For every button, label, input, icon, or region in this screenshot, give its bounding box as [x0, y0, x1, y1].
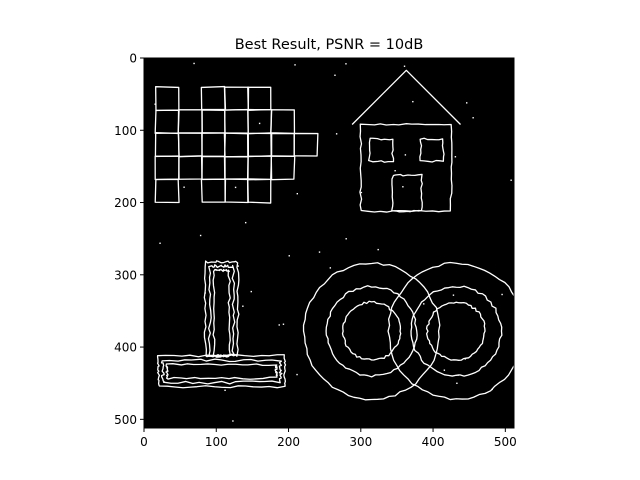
- t-shape-stem-edge: [203, 260, 240, 358]
- ring-edge: [302, 262, 441, 401]
- noise-speck: [466, 102, 468, 104]
- noise-speck: [232, 420, 234, 422]
- ring-edge: [341, 300, 402, 361]
- noise-speck: [464, 358, 466, 360]
- y-tick-label: 500: [114, 413, 137, 427]
- y-tick-label: 100: [114, 124, 137, 138]
- noise-speck: [491, 388, 493, 391]
- noise-speck: [282, 323, 285, 325]
- x-axis: 0 100 200 300 400 500: [140, 428, 517, 449]
- noise-speck: [452, 294, 455, 296]
- noise-speck: [237, 265, 239, 267]
- grid-cell-edge: [293, 132, 319, 157]
- noise-speck: [501, 293, 503, 296]
- grid-cell-edge: [270, 155, 296, 181]
- ring-edge: [425, 301, 486, 361]
- noise-speck: [215, 265, 218, 268]
- t-shape-stem-edge: [212, 268, 232, 358]
- x-tick-label: 100: [205, 435, 228, 449]
- noise-speck: [412, 100, 414, 103]
- grid-cell-edge: [154, 178, 180, 204]
- t-shape-stem-edge: [207, 264, 236, 358]
- noise-speck: [296, 192, 298, 195]
- ring-edge: [325, 285, 418, 378]
- noise-speck: [456, 382, 458, 384]
- x-tick-label: 300: [349, 435, 372, 449]
- noise-speck: [296, 373, 298, 376]
- ring-edge: [387, 261, 525, 401]
- noise-speck: [318, 251, 321, 253]
- noise-speck: [345, 238, 347, 240]
- y-tick-label: 0: [129, 52, 137, 66]
- y-tick-label: 300: [114, 268, 137, 282]
- house-window-edge: [367, 137, 395, 163]
- noise-speck: [345, 63, 347, 65]
- grid-cell-edge: [246, 178, 272, 204]
- y-tick-label: 200: [114, 196, 137, 210]
- noise-speck: [329, 267, 332, 269]
- noise-speck: [278, 324, 280, 326]
- noise-speck: [244, 221, 247, 224]
- house-window-edge: [419, 137, 445, 163]
- image-background: [144, 58, 514, 428]
- noise-speck: [159, 242, 161, 244]
- noise-speck: [288, 255, 290, 257]
- chart-title: Best Result, PSNR = 10dB: [235, 37, 424, 53]
- x-tick-label: 0: [140, 435, 148, 449]
- noise-speck: [472, 117, 474, 119]
- noise-speck: [423, 303, 425, 305]
- axes-frame: [143, 57, 515, 429]
- noise-speck: [204, 292, 206, 294]
- y-tick-label: 400: [114, 341, 137, 355]
- noise-speck: [242, 305, 244, 307]
- ring-edge: [410, 285, 503, 377]
- noise-speck: [199, 234, 202, 237]
- x-tick-label: 200: [277, 435, 300, 449]
- house-roof-edge: [351, 69, 461, 125]
- noise-speck: [510, 179, 512, 181]
- edge-drawing: [154, 62, 525, 422]
- noise-speck: [360, 191, 363, 194]
- plot-area: [143, 57, 525, 429]
- noise-speck: [443, 369, 446, 371]
- x-tick-label: 500: [494, 435, 517, 449]
- noise-speck: [224, 389, 226, 392]
- noise-speck: [258, 122, 261, 125]
- noise-speck: [402, 186, 404, 188]
- noise-speck: [404, 154, 407, 156]
- noise-speck: [193, 62, 195, 65]
- noise-speck: [154, 103, 156, 105]
- house-wall-edge: [359, 123, 453, 213]
- x-tick-label: 400: [422, 435, 445, 449]
- y-axis: 0 100 200 300 400 500: [114, 52, 144, 427]
- t-shape-bar-edge: [165, 363, 278, 380]
- noise-speck: [234, 186, 237, 189]
- noise-speck: [250, 290, 252, 293]
- noise-speck: [394, 170, 396, 172]
- noise-speck: [335, 133, 338, 135]
- noise-speck: [294, 64, 296, 66]
- noise-speck: [377, 248, 379, 251]
- noise-speck: [403, 65, 406, 67]
- noise-speck: [457, 374, 459, 376]
- noise-speck: [183, 186, 185, 188]
- t-shape-bar-edge: [156, 354, 287, 389]
- noise-speck: [334, 74, 336, 76]
- noise-speck: [454, 156, 457, 158]
- house-door-edge: [391, 173, 423, 213]
- t-shape-bar-edge: [160, 358, 283, 385]
